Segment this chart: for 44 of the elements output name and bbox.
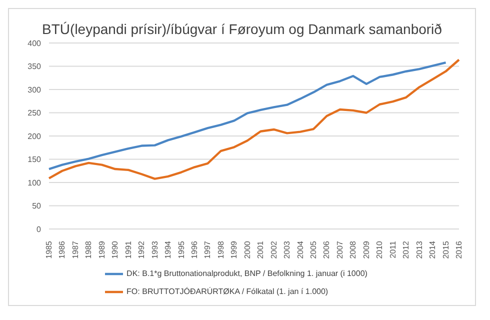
- x-tick-label: 2010: [375, 240, 384, 259]
- x-tick-label: 2004: [296, 240, 305, 259]
- x-tick-label: 2006: [322, 240, 332, 259]
- x-tick-label: 1998: [216, 240, 226, 259]
- x-tick-label: 1997: [203, 240, 212, 259]
- x-tick-label: 1987: [70, 240, 80, 259]
- x-tick-label: 2005: [309, 240, 318, 259]
- x-tick-label: 2001: [256, 240, 266, 259]
- x-tick-label: 1996: [190, 240, 199, 259]
- x-tick-label: 1995: [176, 240, 186, 259]
- x-tick-label: 2008: [348, 240, 358, 259]
- x-tick-label: 2012: [402, 240, 411, 259]
- x-tick-label: 2000: [242, 240, 252, 259]
- y-tick-label: 0: [36, 224, 42, 234]
- x-tick-label: 2007: [335, 240, 344, 259]
- x-tick-label: 1988: [84, 240, 94, 259]
- x-tick-label: 1985: [44, 240, 54, 259]
- legend-label: FO: BRUTTOTJÓÐARÚRTØKA / Fólkatal (1. jan í 1.000): [126, 287, 328, 296]
- x-tick-label: 2016: [454, 240, 464, 259]
- x-tick-label: 2003: [282, 240, 292, 259]
- y-tick-label: 200: [28, 132, 42, 141]
- x-tick-label: 2013: [414, 240, 424, 259]
- x-tick-label: 1993: [150, 240, 160, 259]
- x-tick-label: 1986: [58, 240, 67, 259]
- x-tick-label: 1999: [230, 240, 239, 259]
- x-tick-label: 1994: [164, 240, 173, 259]
- x-tick-label: 2002: [269, 240, 278, 259]
- y-tick-label: 350: [28, 62, 42, 72]
- x-tick-label: 2009: [362, 240, 371, 259]
- legend-label: DK: B.1*g Bruttonationalprodukt, BNP / Befolkning 1. januar (i 1000): [126, 269, 368, 278]
- y-tick-label: 50: [32, 202, 42, 211]
- x-tick-label: 1989: [97, 240, 106, 259]
- x-tick-label: 1991: [124, 240, 133, 259]
- y-tick-label: 250: [28, 108, 42, 118]
- y-tick-label: 400: [28, 38, 42, 48]
- x-tick-label: 2011: [388, 240, 398, 258]
- y-tick-label: 100: [28, 178, 42, 188]
- x-tick-label: 2014: [428, 240, 438, 259]
- chart-title: BTÚ(leypandi prísir)/íbúgvar í Føroyum og Danmark samanborið: [41, 21, 443, 37]
- x-tick-label: 1992: [137, 240, 146, 259]
- y-tick-label: 300: [28, 85, 42, 94]
- y-tick-label: 150: [28, 155, 42, 164]
- x-tick-label: 1990: [110, 240, 120, 259]
- x-tick-label: 2015: [441, 240, 450, 259]
